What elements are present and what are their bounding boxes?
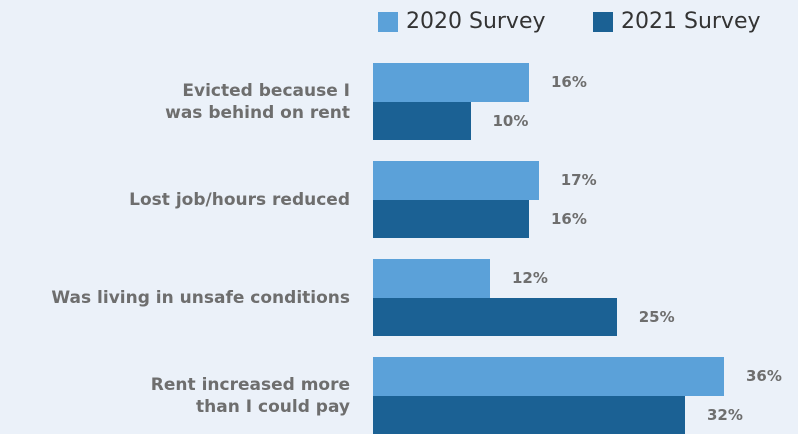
category-label: Lost job/hours reduced bbox=[0, 189, 350, 211]
legend-swatch bbox=[593, 12, 613, 32]
bar bbox=[373, 63, 529, 102]
value-label: 17% bbox=[561, 171, 597, 189]
bar bbox=[373, 161, 539, 200]
value-label: 25% bbox=[639, 308, 675, 326]
category-label: Was living in unsafe conditions bbox=[0, 287, 350, 309]
value-label: 12% bbox=[512, 269, 548, 287]
bar bbox=[373, 259, 490, 298]
legend-label: 2021 Survey bbox=[621, 10, 761, 34]
legend-label: 2020 Survey bbox=[406, 10, 546, 34]
bar bbox=[373, 357, 724, 396]
value-label: 16% bbox=[551, 73, 587, 91]
bar bbox=[373, 396, 685, 434]
value-label: 32% bbox=[707, 406, 743, 424]
category-label: Rent increased more than I could pay bbox=[0, 374, 350, 418]
category-label: Evicted because I was behind on rent bbox=[0, 80, 350, 124]
value-label: 10% bbox=[493, 112, 529, 130]
bar bbox=[373, 200, 529, 239]
value-label: 36% bbox=[746, 367, 782, 385]
legend-swatch bbox=[378, 12, 398, 32]
value-label: 16% bbox=[551, 210, 587, 228]
bar bbox=[373, 298, 617, 337]
bar bbox=[373, 102, 471, 141]
